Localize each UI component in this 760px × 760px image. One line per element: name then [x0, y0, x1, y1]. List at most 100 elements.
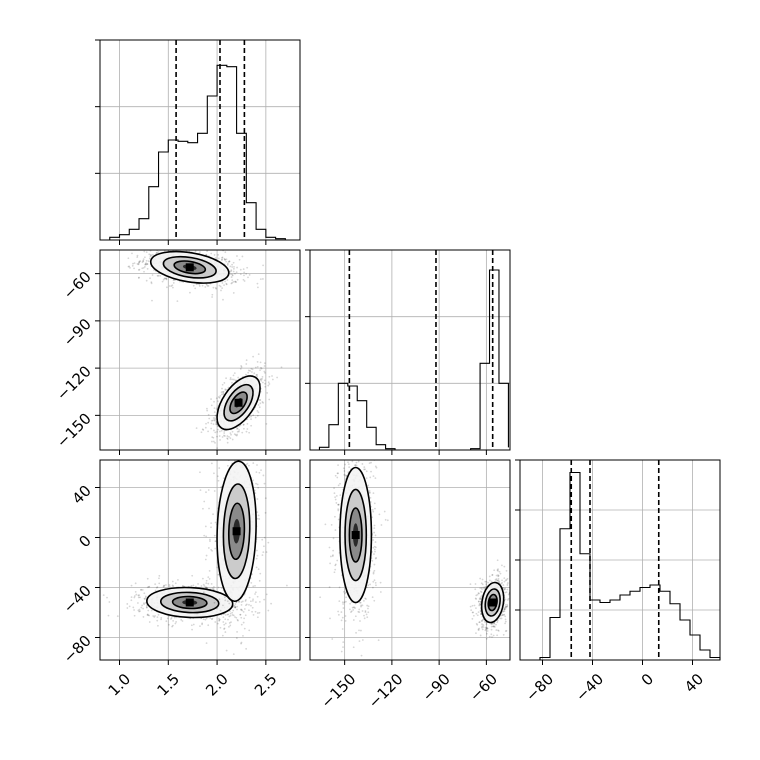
sample-point	[258, 406, 261, 409]
sample-point	[369, 476, 372, 479]
sample-point	[504, 630, 507, 633]
sample-point	[476, 623, 479, 626]
sample-point	[367, 484, 370, 487]
sample-point	[341, 616, 344, 619]
sample-point	[226, 279, 229, 281]
sample-point	[215, 397, 218, 400]
sample-point	[212, 417, 215, 419]
sample-point	[497, 629, 500, 632]
sample-point	[264, 385, 267, 388]
sample-point	[233, 433, 236, 436]
sample-point	[502, 633, 505, 636]
sample-point	[127, 265, 130, 268]
sample-point	[163, 584, 166, 587]
sample-point	[244, 600, 247, 602]
sample-point	[140, 588, 143, 591]
sample-point	[214, 414, 217, 417]
sample-point	[351, 456, 353, 458]
sample-point	[506, 584, 509, 586]
sample-point	[138, 610, 141, 613]
sample-point	[144, 263, 147, 265]
sample-point	[199, 625, 201, 628]
sample-point	[374, 546, 377, 549]
sample-point	[212, 436, 215, 439]
sample-point	[129, 266, 131, 269]
sample-point	[374, 581, 377, 584]
sample-point	[232, 614, 235, 617]
sample-point	[231, 273, 234, 276]
sample-point	[218, 619, 221, 622]
sample-point	[480, 582, 483, 585]
sample-point	[373, 527, 376, 530]
sample-point	[219, 626, 222, 629]
sample-point	[172, 620, 175, 622]
sample-point	[336, 559, 339, 562]
sample-point	[130, 596, 133, 599]
sample-point	[207, 624, 210, 627]
y-tick-label: −40	[60, 582, 95, 617]
sample-point	[245, 272, 248, 275]
sample-point	[218, 619, 221, 621]
sample-point	[213, 411, 216, 414]
sample-point	[168, 583, 171, 586]
sample-point	[329, 562, 331, 565]
sample-point	[256, 554, 259, 557]
sample-point	[207, 582, 210, 585]
sample-point	[247, 371, 250, 374]
sample-point	[221, 436, 224, 438]
sample-point	[207, 430, 209, 433]
sample-point	[357, 460, 360, 463]
sample-point	[261, 554, 264, 557]
sample-point	[232, 280, 235, 283]
sample-point	[245, 363, 248, 365]
sample-point	[240, 608, 242, 611]
sample-point	[232, 292, 235, 294]
sample-point	[374, 557, 377, 560]
sample-point	[142, 258, 145, 261]
sample-point	[503, 613, 506, 616]
sample-point	[238, 429, 241, 431]
sample-point	[229, 614, 232, 617]
sample-point	[256, 612, 259, 614]
density-peak	[185, 263, 194, 272]
sample-point	[238, 600, 240, 603]
sample-point	[373, 548, 376, 551]
sample-point	[488, 575, 491, 578]
sample-point	[261, 376, 264, 378]
sample-point	[235, 616, 238, 619]
sample-point	[262, 278, 264, 280]
sample-point	[258, 518, 261, 520]
sample-point	[230, 270, 233, 273]
sample-point	[240, 642, 242, 645]
sample-point	[479, 634, 482, 637]
sample-point	[259, 278, 262, 281]
sample-point	[256, 483, 259, 486]
sample-point	[255, 374, 258, 376]
sample-point	[259, 572, 262, 575]
sample-point	[256, 511, 259, 514]
sample-point	[335, 502, 338, 504]
sample-point	[147, 614, 150, 617]
sample-point	[384, 518, 387, 521]
sample-point	[209, 617, 212, 619]
pair-panel-0-1: −150−120−90−60	[53, 249, 301, 455]
sample-point	[215, 408, 218, 410]
sample-point	[484, 628, 487, 631]
sample-point	[262, 402, 265, 404]
sample-point	[337, 484, 340, 487]
sample-point	[358, 601, 361, 604]
sample-point	[148, 253, 151, 256]
sample-point	[217, 257, 220, 260]
sample-point	[372, 492, 375, 495]
sample-point	[257, 286, 259, 289]
sample-point	[107, 614, 110, 617]
sample-point	[361, 604, 364, 607]
sample-point	[497, 574, 499, 576]
sample-point	[330, 524, 333, 526]
sample-point	[225, 283, 228, 286]
sample-point	[154, 614, 156, 617]
sample-point	[210, 526, 212, 529]
sample-point	[175, 621, 178, 623]
sample-point	[156, 274, 159, 277]
sample-point	[205, 582, 208, 585]
